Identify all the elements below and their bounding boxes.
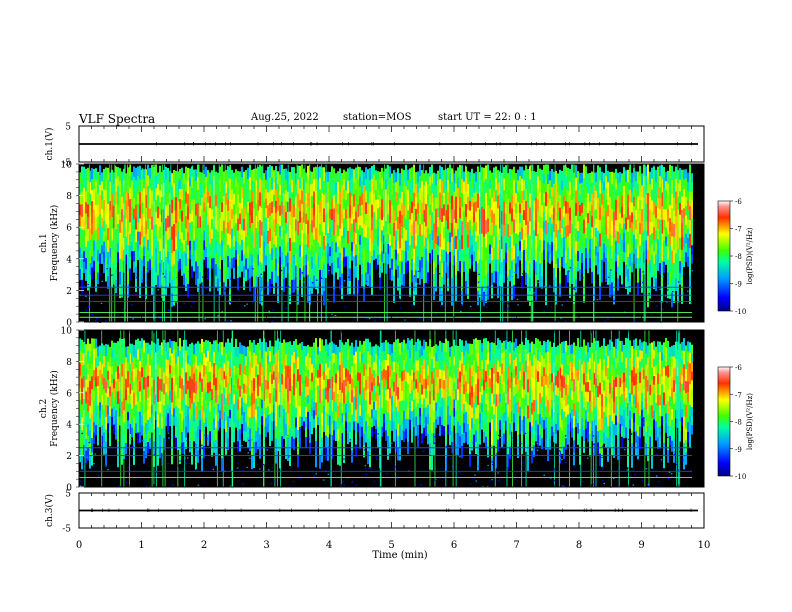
ch1-voltage-ytick-label: 5 — [65, 123, 71, 133]
time-tick-label: 8 — [576, 540, 582, 551]
ch2-spectrogram-colorbar-label: log(PSD)(V²/Hz) — [746, 393, 754, 450]
ch1-spectrogram-ytick-label: 4 — [66, 255, 72, 265]
date-label: Aug.25, 2022 — [251, 112, 319, 123]
ch1-spectrogram-colorbar-tick-label: -6 — [735, 198, 742, 206]
ch1-spectrogram-colorbar-tick-label: -9 — [735, 281, 742, 289]
ch1-spectrogram-colorbar-tick-label: -10 — [735, 308, 746, 316]
ch2-spectrogram-ylabel: Frequency (kHz) — [49, 370, 60, 447]
ch1-spectrogram-ytick-label: 8 — [66, 192, 72, 202]
ch2-spectrogram-ytick-label: 2 — [66, 452, 72, 462]
ch1-spectrogram-channel-label: ch.1 — [39, 233, 49, 252]
time-axis: 0 1 2 3 4 5 6 7 8 9 10 Time (min) — [76, 540, 711, 561]
ch1-spectrogram-ytick-label: 2 — [66, 287, 72, 297]
ch2-spectrogram-ytick-label: 8 — [66, 358, 72, 368]
ch1-spectrogram-ytick-label: 6 — [66, 224, 72, 234]
time-tick-label: 7 — [513, 540, 519, 551]
ch3-voltage-ylabel: ch.3(V) — [44, 494, 55, 527]
time-tick-label: 0 — [76, 540, 82, 551]
time-tick-label: 5 — [388, 540, 394, 551]
ch1-spectrogram-ylabel: Frequency (kHz) — [49, 205, 60, 282]
time-tick-label: 3 — [263, 540, 269, 551]
ch1-voltage-ytick-label: -5 — [62, 159, 71, 169]
ch1-voltage-panel: 5 -5 ch.1(V) — [44, 123, 705, 169]
ch2-spectrogram-colorbar-tick-label: -8 — [735, 419, 742, 427]
chart-title: VLF Spectra — [79, 112, 156, 126]
ch1-spectrogram-ytick-label: 10 — [61, 161, 73, 171]
ch1-spectrogram-ytick-label: 0 — [66, 319, 72, 329]
ch2-spectrogram-channel-label: ch.2 — [39, 399, 49, 418]
ch2-spectrogram-colorbar-tick-label: -10 — [735, 473, 746, 481]
ch2-spectrogram-spectrogram-image — [79, 330, 693, 488]
ch1-spectrogram-colorbar-tick-label: -7 — [735, 226, 742, 234]
ch2-spectrogram-colorbar-tick-label: -6 — [735, 364, 742, 372]
ch1-spectrogram-colorbar — [717, 200, 731, 312]
time-tick-label: 10 — [698, 540, 711, 551]
ch1-spectrogram-colorbar-tick-label: -8 — [735, 253, 742, 261]
ch2-spectrogram-ytick-label: 6 — [66, 389, 72, 399]
ch2-spectrogram-colorbar-tick-label: -9 — [735, 446, 742, 454]
ch1-spectrogram-spectrogram-image — [79, 164, 694, 324]
time-tick-label: 6 — [451, 540, 457, 551]
ch2-spectrogram-colorbar-tick-label: -7 — [735, 391, 742, 399]
ch2-spectrogram-ytick-label: 0 — [66, 484, 72, 494]
ch3-voltage-panel: 5 -5 ch.3(V) — [44, 490, 705, 535]
ch3-voltage-ytick-label: 5 — [65, 490, 71, 500]
ch1-spectrogram-panel: 0 2 4 6 8 10 ch.1 Frequency (kHz) -6 -7 -8 -9 -10 log… — [39, 161, 754, 329]
ch2-spectrogram-panel: 0 2 4 6 8 10 ch.2 Frequency (kHz) -6 -7 -8 -9 -10 log… — [39, 327, 754, 494]
ch2-spectrogram-ytick-label: 4 — [66, 421, 72, 431]
time-axis-label: Time (min) — [372, 550, 427, 561]
time-tick-label: 9 — [638, 540, 644, 551]
station-label: station=MOS — [343, 112, 412, 123]
time-tick-label: 1 — [138, 540, 144, 551]
time-tick-label: 2 — [201, 540, 207, 551]
ch2-spectrogram-ytick-label: 10 — [61, 327, 73, 337]
ch1-voltage-ylabel: ch.1(V) — [44, 128, 55, 161]
ch2-spectrogram-colorbar — [717, 366, 731, 477]
time-tick-label: 4 — [326, 540, 332, 551]
start-ut-label: start UT = 22: 0 : 1 — [438, 112, 537, 123]
ch3-voltage-ytick-label: -5 — [62, 525, 71, 535]
ch1-spectrogram-colorbar-label: log(PSD)(V²/Hz) — [746, 227, 754, 284]
